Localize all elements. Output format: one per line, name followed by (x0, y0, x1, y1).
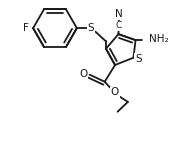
Text: N: N (115, 9, 122, 19)
Text: F: F (23, 23, 28, 33)
Text: O: O (110, 87, 119, 97)
Text: S: S (135, 54, 142, 64)
Text: S: S (88, 23, 94, 33)
Text: C: C (116, 21, 122, 30)
Text: NH₂: NH₂ (149, 35, 169, 44)
Text: O: O (79, 69, 87, 79)
